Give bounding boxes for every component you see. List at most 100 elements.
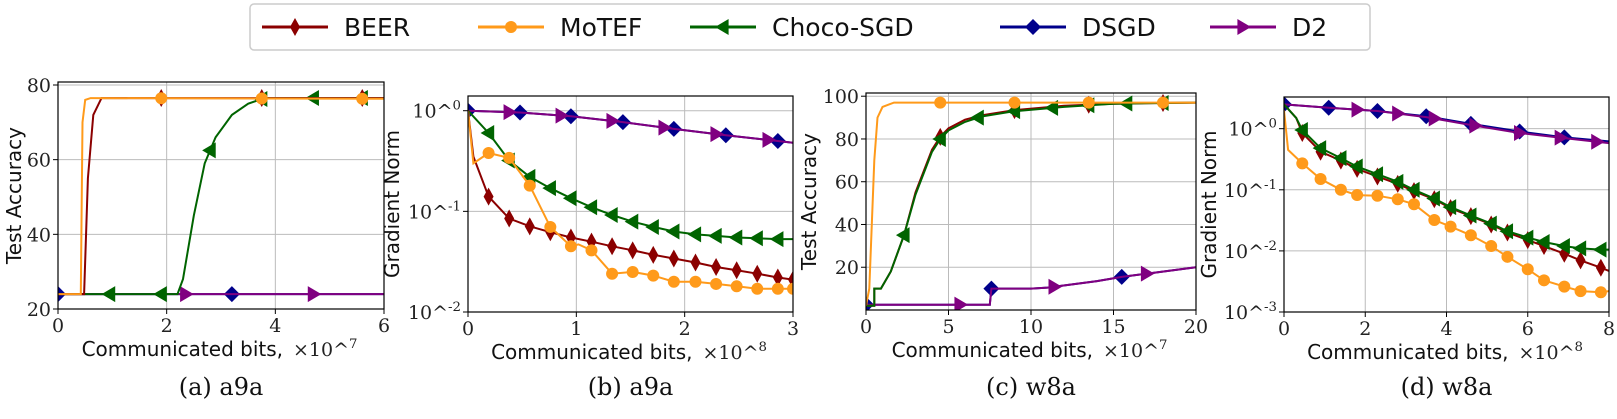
data-point <box>708 227 722 244</box>
data-point <box>483 187 494 206</box>
legend-entry-d2: D2 <box>1210 13 1327 42</box>
data-point <box>1048 278 1063 295</box>
y-axis-label: Gradient Norm <box>1197 131 1221 279</box>
series-motef <box>58 92 384 296</box>
data-point <box>155 92 168 105</box>
y-axis-label: Test Accuracy <box>2 127 26 265</box>
data-point <box>1296 157 1309 170</box>
panel-d: 0 2 4 6 8 10^-3 10^-2 10^-1 10^0 Communicated bit… <box>1197 96 1615 401</box>
data-point <box>504 209 515 228</box>
x-axis-label: Communicated bits, <box>1307 340 1508 364</box>
x-tick-label: 0 <box>462 318 474 340</box>
data-point <box>752 264 763 283</box>
series-layer <box>1284 97 1609 299</box>
series-motef <box>866 96 1196 306</box>
data-point <box>665 223 680 240</box>
data-point <box>356 92 369 105</box>
series-line <box>866 101 1196 307</box>
x-tick-label: 1 <box>570 318 582 340</box>
data-point <box>1312 140 1327 157</box>
data-point <box>564 240 577 253</box>
data-point <box>1483 215 1497 232</box>
x-tick-label: 2 <box>1359 318 1371 340</box>
data-point <box>711 257 722 276</box>
legend-entry-choco-sgd: Choco-SGD <box>690 13 914 42</box>
legend-marker-icon <box>1025 19 1041 35</box>
y-axis-label: Gradient Norm <box>380 130 404 278</box>
data-point <box>1538 274 1550 287</box>
legend: BEER MoTEF Choco-SGD DSGD D2 <box>249 3 1371 51</box>
panel-caption: (d) w8a <box>1401 373 1493 401</box>
x-tick-label: 8 <box>1603 318 1615 340</box>
panel-a: 0 2 4 6 20 40 60 80 Communicated bits, ×10^7 Test … <box>2 75 390 401</box>
data-point <box>954 296 969 310</box>
y-tick-label: 40 <box>27 224 51 246</box>
data-point <box>524 217 535 236</box>
data-point <box>1392 105 1406 122</box>
legend-label: BEER <box>344 13 410 42</box>
data-point <box>624 213 639 230</box>
x-tick-label: 10 <box>1019 316 1043 338</box>
x-tick-label: 0 <box>1278 318 1290 340</box>
data-point <box>1044 99 1059 116</box>
data-point <box>482 147 495 160</box>
series-choco-sgd <box>58 90 384 303</box>
data-point <box>648 245 659 264</box>
data-point <box>771 282 784 295</box>
legend-label: Choco-SGD <box>772 13 914 42</box>
y-tick-label: 10^-3 <box>1224 300 1277 324</box>
data-point <box>690 253 701 272</box>
data-point <box>658 119 673 136</box>
series-line <box>58 97 384 296</box>
data-point <box>153 286 167 303</box>
x-axis-label: Communicated bits, <box>892 338 1093 362</box>
data-point <box>1140 265 1155 282</box>
data-point <box>583 199 598 216</box>
y-tick-label: 40 <box>835 214 859 236</box>
data-point <box>667 275 680 288</box>
data-point <box>202 142 216 159</box>
data-point <box>1426 190 1440 207</box>
y-tick-label: 80 <box>835 129 859 151</box>
series-layer <box>468 102 793 295</box>
data-point <box>1462 207 1477 224</box>
x-tick-label: 4 <box>269 315 281 337</box>
x-tick-label: 15 <box>1101 316 1125 338</box>
y-tick-label: 10^-2 <box>1224 239 1277 263</box>
data-point <box>728 229 743 246</box>
data-point <box>687 226 702 243</box>
data-point <box>1514 124 1528 141</box>
x-tick-label: 3 <box>787 318 799 340</box>
series-choco-sgd <box>1284 103 1609 258</box>
data-point <box>1369 166 1384 183</box>
legend-entry-dsgd: DSGD <box>1000 13 1156 42</box>
series-choco-sgd <box>468 110 793 248</box>
data-point <box>1519 229 1534 246</box>
data-point <box>1008 96 1021 109</box>
data-point <box>769 231 784 248</box>
data-point <box>1521 263 1534 276</box>
data-point <box>689 275 702 288</box>
x-axis-exponent: ×10^7 <box>1103 338 1168 362</box>
data-point <box>1536 233 1550 250</box>
data-point <box>1501 250 1514 263</box>
panel-caption: (a) a9a <box>179 373 264 401</box>
data-point <box>1469 117 1483 134</box>
y-tick-label: 60 <box>835 172 859 194</box>
x-tick-label: 20 <box>1184 316 1208 338</box>
data-point <box>1594 286 1607 299</box>
data-point <box>731 261 742 280</box>
data-point <box>480 125 495 142</box>
data-point <box>1294 122 1308 139</box>
data-point <box>1428 214 1441 227</box>
data-point <box>1314 173 1327 186</box>
y-tick-label: 10^-1 <box>1224 178 1277 202</box>
data-point <box>1554 129 1569 146</box>
data-point <box>710 277 723 290</box>
y-axis-label: Test Accuracy <box>797 133 821 271</box>
x-axis-label: Communicated bits, <box>491 340 692 364</box>
data-point <box>710 126 725 143</box>
series-beer <box>58 89 384 296</box>
data-point <box>970 109 984 126</box>
